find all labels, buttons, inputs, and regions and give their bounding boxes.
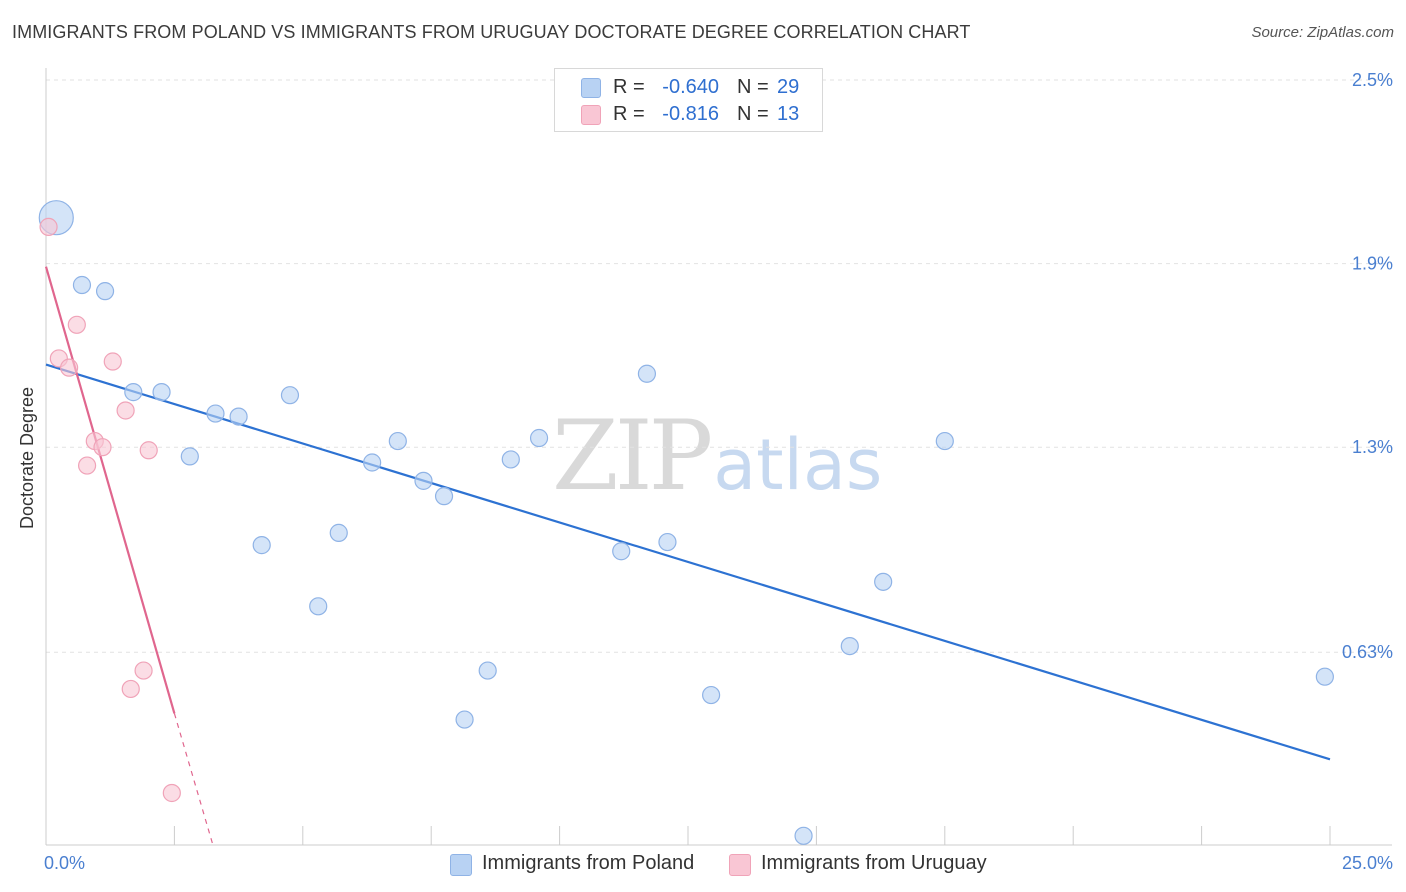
trendlines	[44, 266, 1331, 846]
uruguay-point	[67, 315, 86, 334]
n-label: N =	[737, 76, 769, 98]
watermark-atlas: atlas	[713, 424, 883, 506]
poland-point	[124, 383, 143, 402]
y-axis-title: Doctorate Degree	[17, 387, 37, 529]
r-value: -0.640	[662, 76, 719, 98]
axes	[45, 68, 1392, 846]
poland-point	[501, 450, 520, 469]
legend-label-poland: Immigrants from Poland	[482, 852, 695, 874]
poland-point	[434, 487, 454, 506]
y-tick-label: 1.9%	[1352, 254, 1393, 274]
poland-point	[637, 364, 657, 383]
uruguay-point	[134, 661, 153, 680]
uruguay-point	[60, 358, 79, 377]
poland-point	[229, 407, 248, 426]
r-value: -0.816	[662, 103, 719, 125]
series-legend: Immigrants from Poland Immigrants from U…	[0, 852, 1406, 878]
y-tick-label: 1.3%	[1352, 437, 1393, 457]
uruguay-point	[116, 401, 135, 420]
poland-point	[280, 386, 300, 405]
uruguay-swatch	[729, 854, 751, 876]
legend-row-poland: R = -0.640 N = 29	[555, 74, 822, 100]
poland-point	[874, 572, 893, 591]
uruguay-point	[93, 438, 112, 457]
n-label: N =	[737, 103, 769, 125]
poland-point	[612, 542, 631, 561]
tick-labels: 2.5% 1.9% 1.3% 0.63% 0.0% 25.0% Doctorate Degr…	[17, 70, 1393, 873]
poland-point	[206, 404, 225, 423]
uruguay-point	[39, 217, 58, 236]
correlation-legend: R = -0.640 N = 29 R = -0.816 N = 13	[554, 68, 823, 132]
uruguay-point	[139, 441, 158, 460]
x-tick-label-min: 0.0%	[44, 853, 85, 873]
legend-row-uruguay: R = -0.816 N = 13	[555, 101, 822, 127]
poland-swatch	[581, 78, 601, 98]
uruguay-trendline-extension	[173, 713, 214, 846]
r-label: R =	[613, 103, 645, 125]
poland-point	[658, 532, 677, 552]
poland-point	[702, 685, 721, 705]
poland-point	[529, 428, 549, 448]
uruguay-swatch	[581, 105, 601, 125]
poland-swatch	[450, 854, 472, 876]
poland-point	[388, 431, 407, 451]
poland-point	[794, 826, 813, 845]
uruguay-point	[121, 679, 140, 699]
poland-point	[840, 636, 859, 656]
gridlines	[46, 79, 1392, 653]
n-value: 29	[777, 76, 800, 98]
chart-title: IMMIGRANTS FROM POLAND VS IMMIGRANTS FRO…	[12, 22, 971, 42]
poland-point	[1315, 667, 1334, 686]
watermark: ZIPatlas	[552, 400, 882, 512]
poland-point	[935, 431, 954, 451]
source-credit: Source: ZipAtlas.com	[1251, 24, 1394, 41]
uruguay-point	[162, 783, 181, 803]
poland-point	[363, 453, 382, 472]
poland-point	[180, 447, 199, 466]
poland-point	[309, 597, 328, 616]
n-value: 13	[777, 103, 800, 125]
poland-point	[252, 536, 271, 555]
poland-point	[329, 523, 348, 542]
uruguay-trendline	[44, 266, 176, 714]
uruguay-point	[77, 456, 97, 475]
poland-point	[95, 282, 115, 301]
poland-point	[72, 275, 92, 295]
poland-point	[478, 661, 497, 680]
uruguay-point	[103, 352, 122, 371]
x-tick-label-max: 25.0%	[1342, 853, 1393, 873]
poland-point	[152, 383, 171, 402]
poland-point	[455, 710, 474, 729]
data-points	[38, 200, 1334, 845]
poland-point	[414, 471, 433, 490]
y-tick-label: 2.5%	[1352, 70, 1393, 90]
r-label: R =	[613, 76, 645, 98]
legend-label-uruguay: Immigrants from Uruguay	[761, 852, 987, 874]
watermark-zip: ZIP	[552, 400, 713, 512]
y-tick-label: 0.63%	[1342, 642, 1393, 662]
poland-trendline	[45, 363, 1331, 761]
